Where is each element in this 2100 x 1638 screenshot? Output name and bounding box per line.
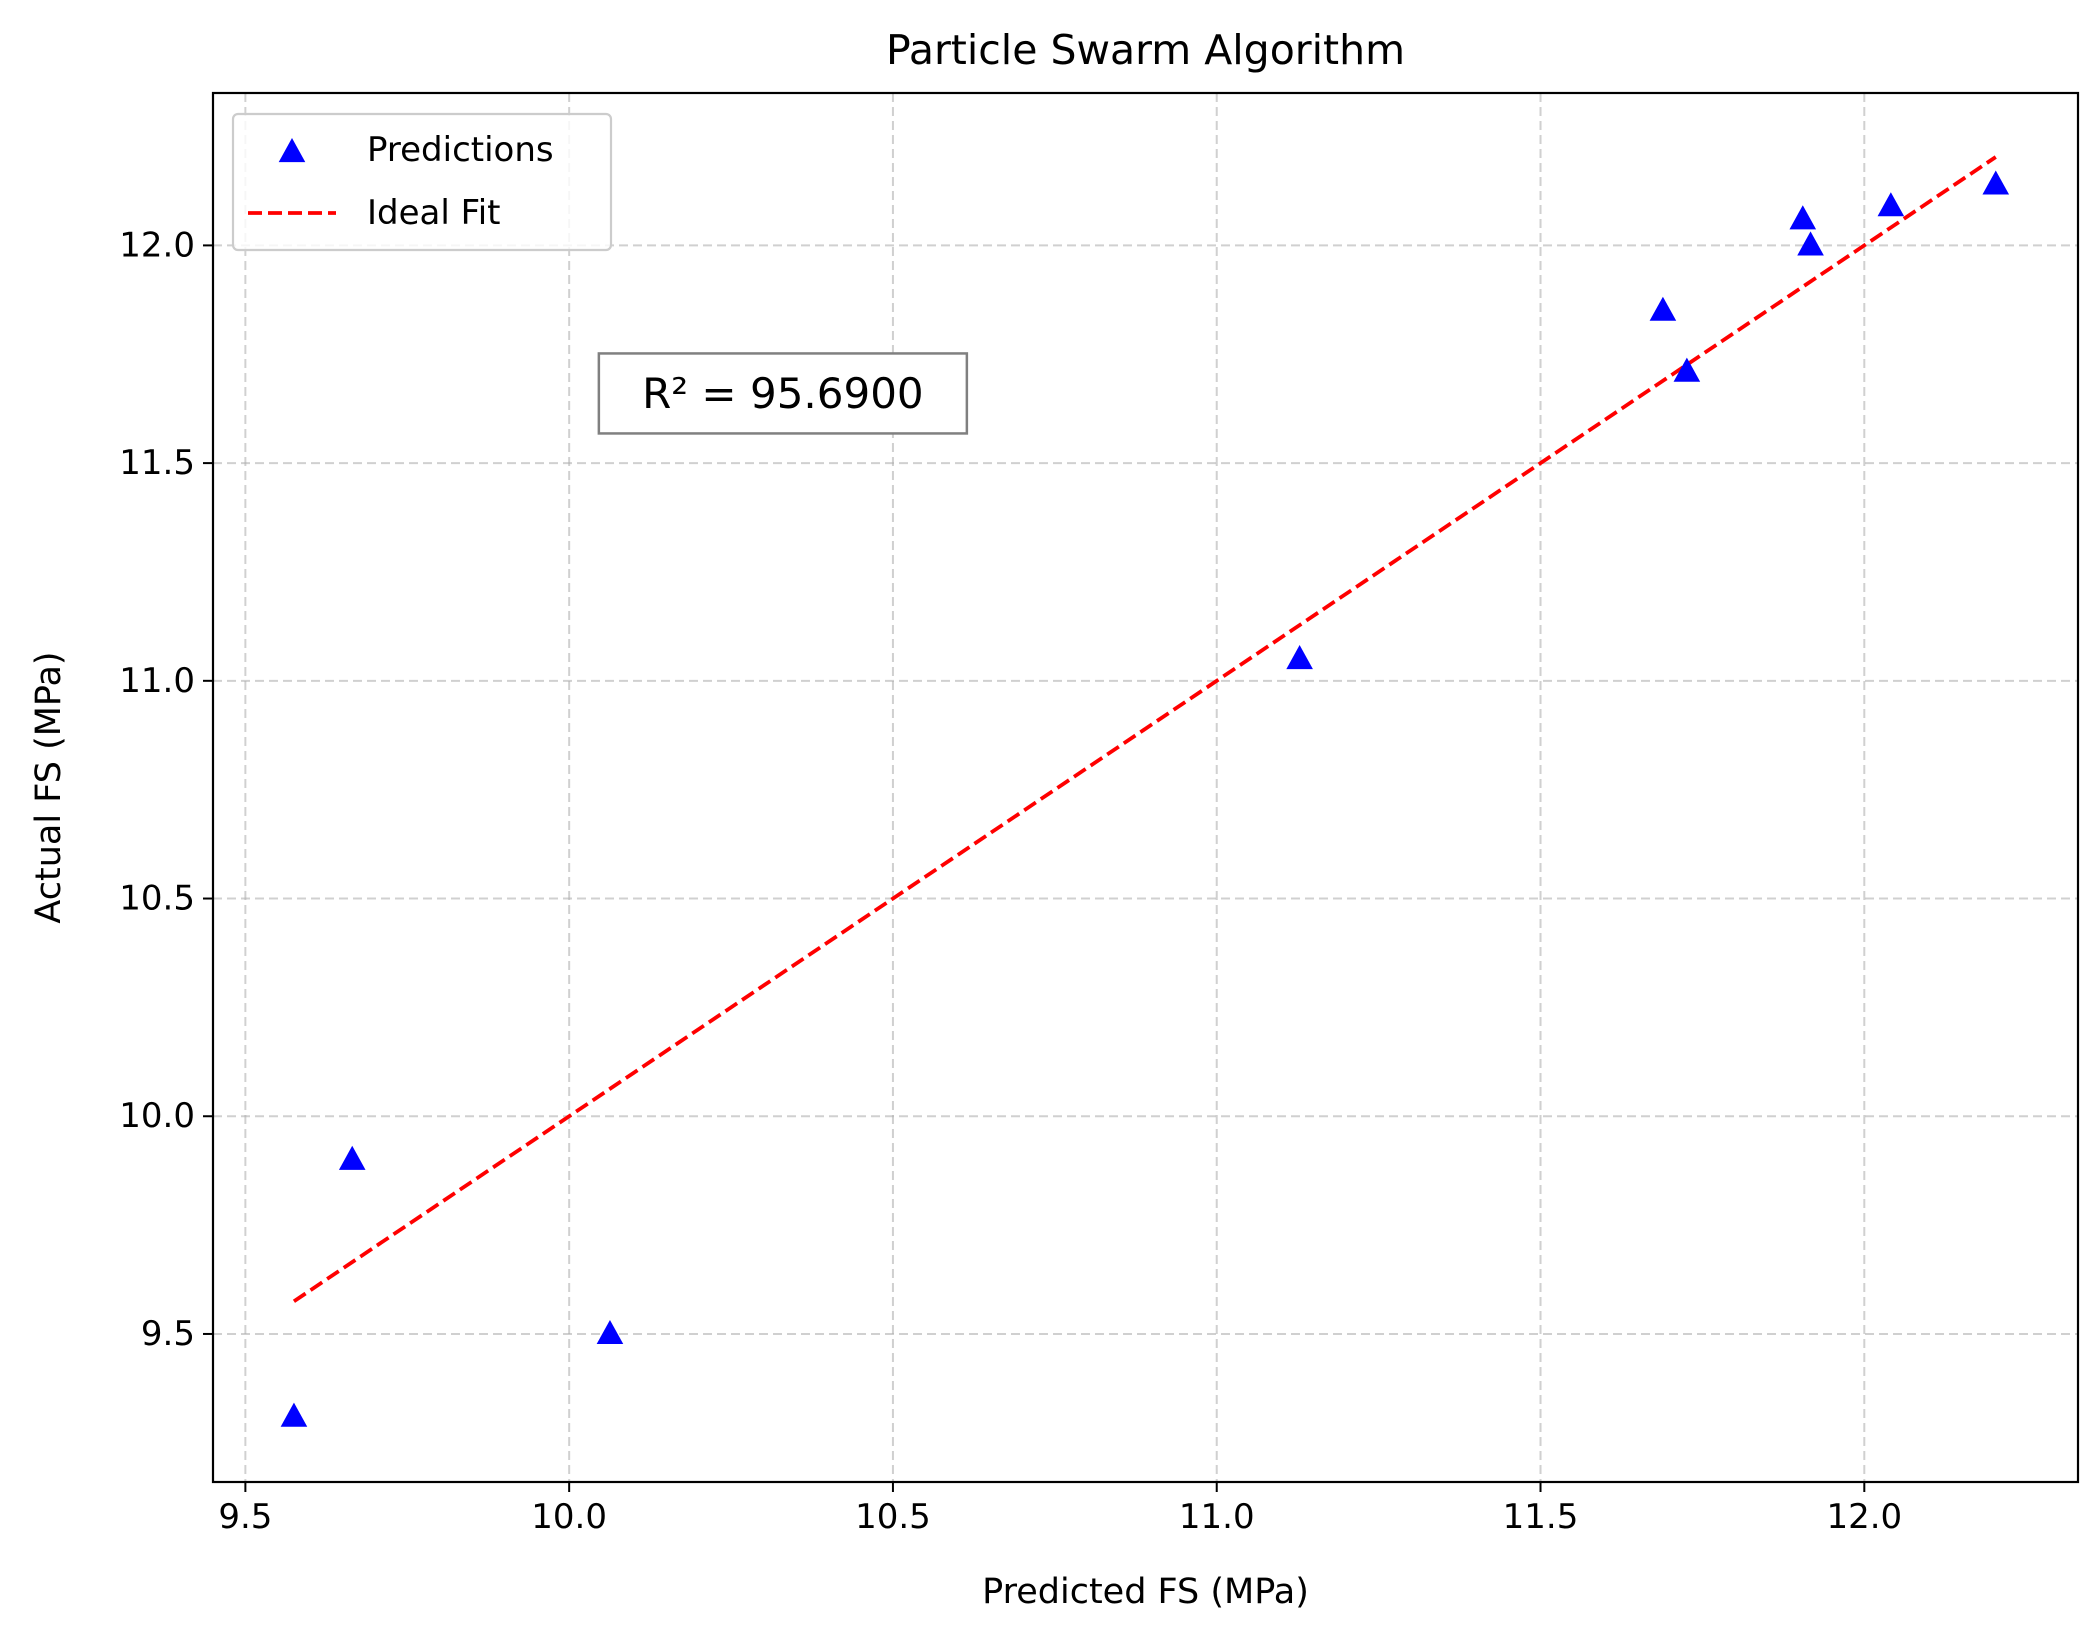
data-point-triangle <box>338 1145 366 1170</box>
y-tick-label: 11.0 <box>119 661 195 701</box>
grid <box>213 93 2078 1482</box>
y-tick-label: 10.0 <box>119 1096 195 1136</box>
x-tick-label: 10.5 <box>855 1497 931 1537</box>
data-point-triangle <box>1789 205 1817 230</box>
x-tick-label: 9.5 <box>218 1497 272 1537</box>
annotation-text: R² = 95.6900 <box>642 369 924 418</box>
data-point-triangle <box>1673 357 1701 382</box>
x-tick-label: 12.0 <box>1826 1497 1902 1537</box>
y-tick-label: 12.0 <box>119 225 195 265</box>
data-point-triangle <box>1649 296 1677 321</box>
ideal-fit-line <box>292 155 1997 1303</box>
ideal-fit-layer <box>292 155 1997 1303</box>
y-tick-label: 9.5 <box>141 1314 195 1354</box>
annotation-box <box>597 352 969 435</box>
data-point-triangle <box>1286 645 1313 670</box>
plot-frame <box>211 91 2080 1484</box>
legend-triangle-marker-icon <box>278 138 306 163</box>
r-squared-annotation: R² = 95.6900 <box>597 352 969 435</box>
y-tick-label: 10.5 <box>119 879 195 919</box>
data-point-triangle <box>1797 231 1824 256</box>
x-tick-label: 11.5 <box>1503 1497 1579 1537</box>
legend-label-ideal-fit: Ideal Fit <box>367 193 500 233</box>
chart-title: Particle Swarm Algorithm <box>886 26 1405 74</box>
data-point-triangle <box>280 1402 308 1427</box>
legend: Predictions Ideal Fit <box>231 112 613 252</box>
legend-label-predictions: Predictions <box>367 130 554 170</box>
legend-box <box>231 112 613 252</box>
y-axis-label: Actual FS (MPa) <box>29 651 69 923</box>
data-point-triangle <box>1877 192 1905 217</box>
x-tick-label: 10.0 <box>531 1497 607 1537</box>
points-layer <box>280 170 2010 1427</box>
x-tick-label: 11.0 <box>1179 1497 1255 1537</box>
x-axis-label: Predicted FS (MPa) <box>982 1572 1309 1612</box>
data-point-triangle <box>596 1319 624 1345</box>
data-point-triangle <box>1982 170 2010 195</box>
y-tick-label: 11.5 <box>119 443 195 483</box>
ticks: 9.5 10.0 10.5 11.0 11.5 12.0 9.5 10.0 10.5 11.0 11… <box>119 225 1902 1537</box>
